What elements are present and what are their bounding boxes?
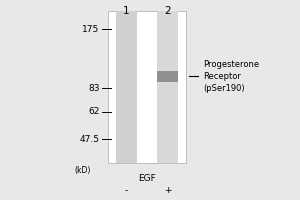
Text: EGF: EGF [138, 174, 156, 183]
Bar [158, 11, 178, 163]
Text: 83: 83 [88, 84, 100, 93]
Text: 175: 175 [82, 24, 100, 33]
Bar [108, 11, 186, 163]
Text: +: + [164, 186, 172, 195]
Text: -: - [124, 186, 128, 195]
Text: 62: 62 [88, 107, 100, 116]
Bar [116, 11, 136, 163]
Text: 47.5: 47.5 [80, 135, 100, 144]
Text: Progesterone
Receptor
(pSer190): Progesterone Receptor (pSer190) [203, 60, 260, 93]
Bar [158, 71, 178, 82]
Text: (kD): (kD) [74, 166, 91, 176]
Text: 2: 2 [164, 6, 171, 16]
Text: 1: 1 [123, 6, 130, 16]
